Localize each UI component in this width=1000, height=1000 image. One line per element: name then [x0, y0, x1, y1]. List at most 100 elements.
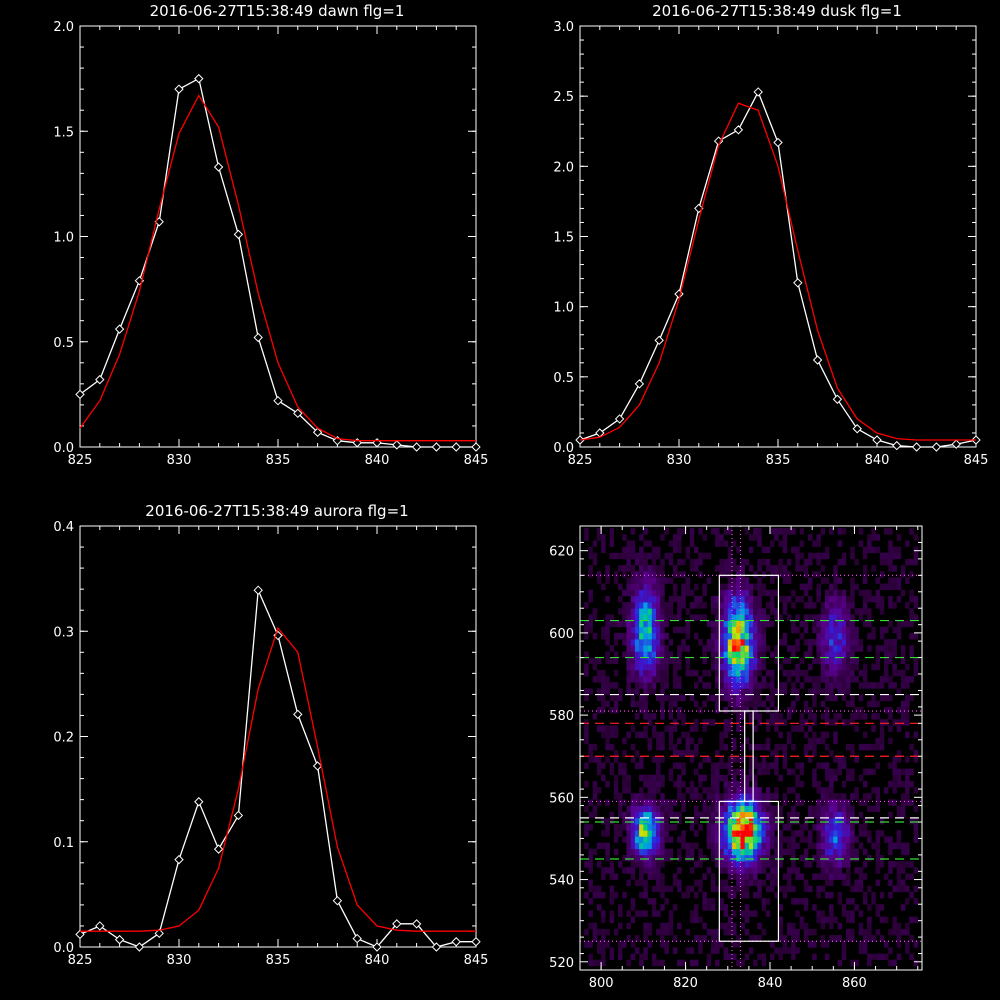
data-point-marker [95, 921, 105, 931]
heatmap-cell [664, 645, 669, 652]
heatmap-cell [765, 706, 771, 714]
heatmap-cell [879, 916, 885, 924]
heatmap-cell [862, 589, 868, 597]
heatmap-cell [808, 805, 813, 813]
heatmap-cell [905, 768, 910, 776]
region-box [744, 710, 754, 803]
heatmap-cell [630, 873, 636, 880]
data-point-marker [392, 440, 402, 450]
heatmap-cell [740, 830, 745, 837]
heatmap-cell [672, 565, 678, 572]
heatmap-cell [846, 854, 851, 862]
heatmap-cell [647, 928, 653, 936]
heatmap-cell [841, 645, 847, 652]
heatmap-cell [592, 805, 598, 813]
heatmap-cell [846, 663, 851, 671]
heatmap-cell [905, 861, 910, 868]
heatmap-cell [905, 922, 910, 930]
heatmap-cell [639, 811, 644, 819]
heatmap-cell [896, 953, 902, 961]
heatmap-cell [727, 620, 733, 628]
heatmap-cell [710, 885, 716, 893]
heatmap-cell [905, 885, 910, 893]
heatmap-cell [824, 589, 830, 597]
heatmap-cell [651, 558, 657, 566]
heatmap-cell [837, 842, 843, 850]
heatmap-cell [685, 848, 691, 856]
heatmap-cell [630, 565, 636, 572]
heatmap-cell [850, 928, 855, 936]
heatmap-cell [824, 824, 830, 831]
heatmap-cell [727, 694, 733, 702]
heatmap-cell [588, 571, 593, 578]
heatmap-cell [634, 762, 640, 769]
heatmap-cell [829, 824, 834, 831]
heatmap-cell [584, 941, 589, 948]
heatmap-cell [816, 737, 821, 745]
heatmap-cell [672, 682, 678, 689]
heatmap-cell [596, 947, 602, 954]
heatmap-cell [854, 676, 859, 683]
heatmap-cell [841, 694, 847, 702]
heatmap-cell [660, 756, 665, 763]
heatmap-cell [812, 602, 817, 609]
heatmap-cell [685, 620, 691, 628]
heatmap-cell [748, 694, 754, 702]
heatmap-cell [757, 577, 762, 584]
heatmap-cell [626, 867, 631, 874]
heatmap-cell [884, 676, 889, 683]
heatmap-cell [757, 830, 762, 837]
heatmap-cell [867, 959, 872, 967]
heatmap-cell [719, 589, 724, 597]
heatmap-cell [833, 565, 838, 572]
heatmap-cell [727, 861, 733, 868]
heatmap-cell [841, 602, 847, 609]
heatmap-cell [601, 947, 606, 954]
heatmap-cell [727, 762, 733, 769]
heatmap-cell [782, 534, 788, 541]
heatmap-cell [706, 756, 712, 763]
heatmap-cell [727, 848, 733, 856]
heatmap-cell [782, 885, 788, 893]
heatmap-cell [740, 861, 745, 868]
heatmap-cell [668, 700, 674, 708]
heatmap-cell [639, 879, 644, 887]
heatmap-cell [858, 774, 864, 782]
heatmap-cell [736, 830, 741, 837]
heatmap-cell [833, 626, 838, 634]
heatmap-cell [774, 743, 779, 751]
heatmap-cell [795, 842, 800, 850]
heatmap-cell [702, 682, 707, 689]
heatmap-cell [820, 528, 826, 535]
heatmap-cell [689, 614, 695, 621]
heatmap-cell [710, 528, 716, 535]
heatmap-cell [626, 731, 631, 739]
heatmap-cell [761, 743, 767, 751]
heatmap-cell [837, 762, 843, 769]
heatmap-cell [892, 651, 897, 658]
heatmap-cell [884, 873, 889, 880]
heatmap-cell [753, 657, 758, 665]
heatmap-cell [647, 817, 653, 825]
heatmap-cell [626, 774, 631, 782]
heatmap-cell [854, 558, 859, 566]
heatmap-cell [618, 595, 623, 603]
heatmap-cell [896, 842, 902, 850]
heatmap-cell [757, 824, 762, 831]
heatmap-cell [656, 552, 661, 560]
heatmap-cell [778, 614, 783, 621]
heatmap-cell [672, 676, 678, 683]
heatmap-cell [723, 528, 729, 535]
heatmap-cell [753, 602, 758, 609]
heatmap-cell [837, 861, 843, 868]
heatmap-cell [858, 799, 864, 806]
heatmap-cell [643, 928, 648, 936]
heatmap-cell [727, 639, 733, 646]
heatmap-cell [782, 947, 788, 954]
heatmap-cell [748, 700, 754, 708]
heatmap-cell [630, 620, 636, 628]
heatmap-cell [639, 669, 644, 677]
heatmap-cell [862, 595, 868, 603]
heatmap-cell [888, 645, 893, 652]
heatmap-cell [774, 836, 779, 843]
